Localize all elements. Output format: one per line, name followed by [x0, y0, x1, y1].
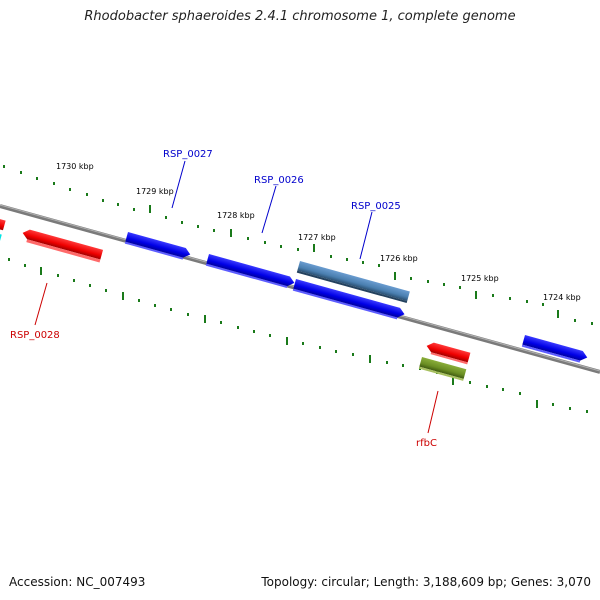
leader-rsp-0026 [261, 185, 277, 234]
gene-label-rfbc[interactable]: rfbC [416, 438, 437, 449]
gene-forward-b[interactable] [292, 279, 406, 321]
gene-label-rsp-0026[interactable]: RSP_0026 [254, 175, 304, 186]
outer-tick-ring [3, 165, 593, 325]
tick-label: 1727 kbp [298, 233, 336, 242]
inner-tick-ring [8, 258, 588, 413]
accession-text: Accession: NC_007493 [9, 575, 146, 589]
gene-left-edge[interactable] [0, 218, 6, 231]
tick-label: 1725 kbp [461, 274, 499, 283]
gene-forward-c[interactable] [521, 335, 589, 364]
tick-label: 1724 kbp [543, 293, 581, 302]
tick-label: 1728 kbp [217, 211, 255, 220]
tick-label: 1726 kbp [380, 254, 418, 263]
gene-rsp-0025[interactable] [296, 261, 410, 304]
gene-rsp-0028[interactable] [21, 228, 104, 263]
gene-label-rsp-0025[interactable]: RSP_0025 [351, 201, 401, 212]
leader-rsp-0028 [34, 282, 48, 326]
gene-red-small[interactable] [425, 341, 471, 365]
tick-label: 1730 kbp [56, 162, 94, 171]
leader-rsp-0027 [171, 160, 186, 209]
genome-summary-text: Topology: circular; Length: 3,188,609 bp… [261, 575, 591, 589]
map-title: Rhodobacter sphaeroides 2.4.1 chromosome… [84, 9, 516, 24]
gene-rsp-0027[interactable] [124, 232, 192, 261]
gene-cyan-edge[interactable] [0, 233, 2, 243]
gene-rsp-0026[interactable] [205, 254, 296, 290]
gene-rfbc[interactable] [418, 357, 467, 381]
tick-label: 1729 kbp [136, 187, 174, 196]
leader-rsp-0025 [359, 211, 373, 260]
gene-label-rsp-0028[interactable]: RSP_0028 [10, 330, 60, 341]
gene-label-rsp-0027[interactable]: RSP_0027 [163, 149, 213, 160]
leader-rfbc [427, 390, 439, 434]
